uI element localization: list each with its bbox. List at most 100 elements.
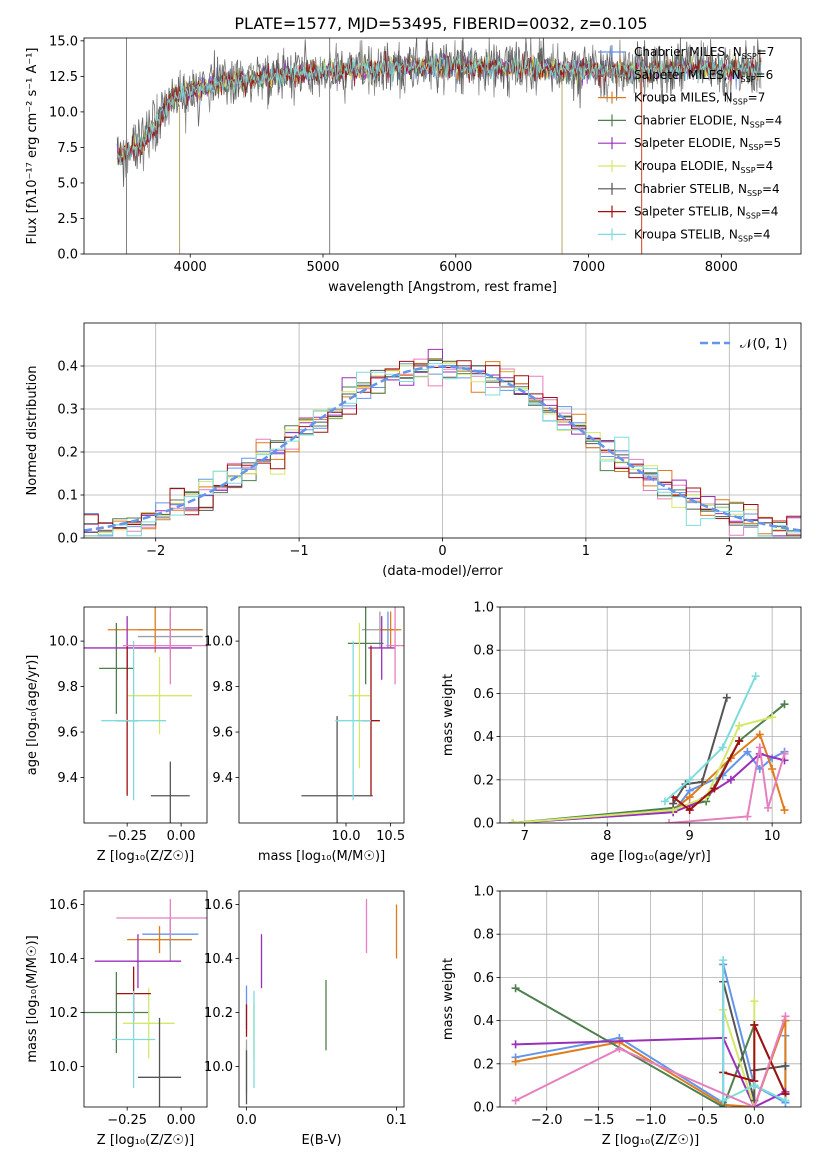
y-tick-label: 0.6: [473, 971, 494, 986]
y-tick-label: 10.0: [204, 635, 233, 650]
panel-age-vs-mass: 10.0 10.5 9.4 9.6 9.8 10.0 mass [log₁₀(M/M☉)]: [204, 606, 405, 864]
axes-frame: [499, 890, 802, 1108]
legend-suffix: =6: [756, 68, 774, 82]
panel-spectrum: 4000 5000 6000 7000 8000 0.0 2.5 5.0 7.5 10.0 12.5…: [25, 34, 802, 295]
weight-point: [698, 777, 707, 786]
y-tick-label: 0.2: [57, 446, 78, 461]
legend-label: Chabrier MILES, NSSP=7: [634, 45, 774, 61]
legend-label: Salpeter STELIB, NSSP=4: [634, 205, 778, 221]
x-tick-label: −1: [290, 544, 309, 559]
legend-text: Chabrier MILES, N: [634, 45, 742, 59]
axes-frame: [499, 606, 802, 824]
x-tick-label: 9: [686, 829, 694, 844]
x-tick-label: 0.00: [167, 829, 196, 844]
y-axis-label: age [log₁₀(age/yr)]: [25, 655, 40, 776]
y-tick-label: 10.4: [204, 952, 233, 967]
x-tick-label: 7: [521, 829, 529, 844]
legend-text: Salpeter MILES, N: [634, 68, 741, 82]
x-tick-label: 8: [603, 829, 611, 844]
axes-frame: [83, 37, 802, 255]
y-tick-label: 9.6: [212, 726, 233, 741]
weight-point: [764, 803, 773, 812]
figure-title: PLATE=1577, MJD=53495, FIBERID=0032, z=0…: [234, 14, 647, 33]
legend-text: Kroupa STELIB, N: [634, 227, 738, 241]
y-tick-label: 0.0: [57, 532, 78, 547]
legend-suffix: =4: [756, 159, 774, 173]
weight-point: [718, 743, 727, 752]
weight-point: [511, 984, 520, 993]
weight-point: [511, 1057, 520, 1066]
y-tick-label: 10.0: [49, 635, 78, 650]
legend-subscript: SSP: [742, 52, 757, 61]
weight-point: [755, 730, 764, 739]
x-tick-label: −1.0: [635, 1113, 667, 1128]
weight-point: [685, 806, 694, 815]
x-tick-label: 0.0: [236, 1113, 257, 1128]
weight-point: [750, 1020, 759, 1029]
y-tick-label: 9.4: [212, 771, 233, 786]
legend-text: Kroupa MILES, N: [634, 91, 733, 105]
panel-mass-vs-Z: −0.25 0.00 10.0 10.2 10.4 10.6 Z [log₁₀(Z/Z☉)]…: [25, 890, 208, 1148]
x-axis-label: mass [log₁₀(M/M☉)]: [258, 849, 385, 864]
weight-point: [710, 784, 719, 793]
legend-text: Chabrier ELODIE, N: [634, 113, 750, 127]
x-axis-label: wavelength [Angstrom, rest frame]: [328, 280, 557, 295]
x-tick-label: 10.5: [376, 829, 405, 844]
y-tick-label: 10.4: [49, 952, 78, 967]
y-tick-label: 10.2: [204, 1006, 233, 1021]
weight-point: [685, 793, 694, 802]
y-tick-label: 0.4: [473, 730, 494, 745]
x-tick-label: −2.0: [531, 1113, 563, 1128]
plot-area: [116, 38, 762, 254]
panel-weight-vs-Z: −2.0 −1.5 −1.0 −0.5 0.0 0.0 0.2 0.4 0.6 0.8 1.0 Z […: [441, 885, 802, 1148]
plot-area: [500, 891, 801, 1107]
weight-series-line: [672, 697, 728, 805]
x-tick-label: −0.5: [687, 1113, 719, 1128]
legend-subscript: SSP: [746, 212, 761, 221]
axes-frame: [238, 890, 405, 1108]
weight-series-line: [515, 1015, 787, 1107]
y-axis-label: Normed distribution: [25, 366, 40, 496]
legend-suffix: =4: [753, 227, 771, 241]
panel-mass-vs-EBV: 0.0 0.1 10.0 10.2 10.4 10.6 E(B-V): [204, 890, 407, 1148]
model-spectrum-line: [116, 38, 762, 174]
x-tick-label: 8000: [705, 260, 738, 275]
weight-series-line: [669, 747, 786, 823]
legend-suffix: =4: [761, 205, 779, 219]
y-tick-label: 0.2: [473, 773, 494, 788]
x-axis-label: Z [log₁₀(Z/Z☉)]: [602, 1133, 699, 1148]
x-tick-label: −0.25: [107, 829, 147, 844]
legend-label: Chabrier ELODIE, NSSP=4: [634, 113, 782, 129]
x-axis-label: Z [log₁₀(Z/Z☉)]: [97, 1133, 194, 1148]
x-tick-label: 0.00: [167, 1113, 196, 1128]
legend-label: Kroupa ELODIE, NSSP=4: [634, 159, 773, 175]
weight-point: [615, 1044, 624, 1053]
legend-suffix: =4: [762, 182, 780, 196]
y-tick-label: 1.0: [473, 601, 494, 616]
weight-point: [665, 819, 674, 823]
y-tick-label: 7.5: [57, 141, 78, 156]
x-tick-label: 0.1: [386, 1113, 407, 1128]
weight-point: [743, 812, 752, 821]
x-axis-label: (data-model)/error: [382, 564, 503, 579]
y-tick-label: 10.0: [49, 105, 78, 120]
y-tick-label: 0.1: [57, 489, 78, 504]
y-tick-label: 0.0: [473, 1101, 494, 1116]
y-tick-label: 10.6: [49, 898, 78, 913]
weight-point: [750, 1103, 759, 1107]
legend-suffix: =7: [757, 45, 775, 59]
weight-point: [781, 1096, 790, 1105]
plot-area: [84, 899, 207, 1107]
y-tick-label: 2.5: [57, 212, 78, 227]
legend-label: Chabrier STELIB, NSSP=4: [634, 182, 780, 198]
x-axis-label: Z [log₁₀(Z/Z☉)]: [97, 849, 194, 864]
panel-weight-vs-age: 7 8 9 10 0.0 0.2 0.4 0.6 0.8 1.0 age [log₁₀(age/yr…: [441, 601, 802, 864]
plot-area: [84, 607, 207, 823]
y-axis-label: mass weight: [441, 958, 456, 1040]
legend-subscript: SSP: [747, 189, 762, 198]
y-tick-label: 10.0: [204, 1060, 233, 1075]
legend-subscript: SSP: [738, 234, 753, 243]
weight-point: [511, 1040, 520, 1049]
legend-subscript: SSP: [741, 75, 756, 84]
